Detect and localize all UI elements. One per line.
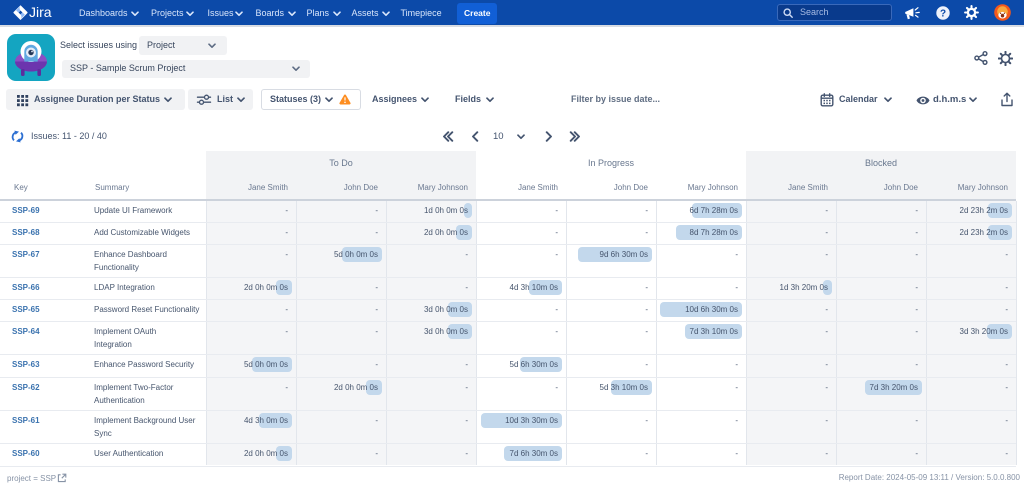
svg-text:?: ? (940, 8, 946, 19)
